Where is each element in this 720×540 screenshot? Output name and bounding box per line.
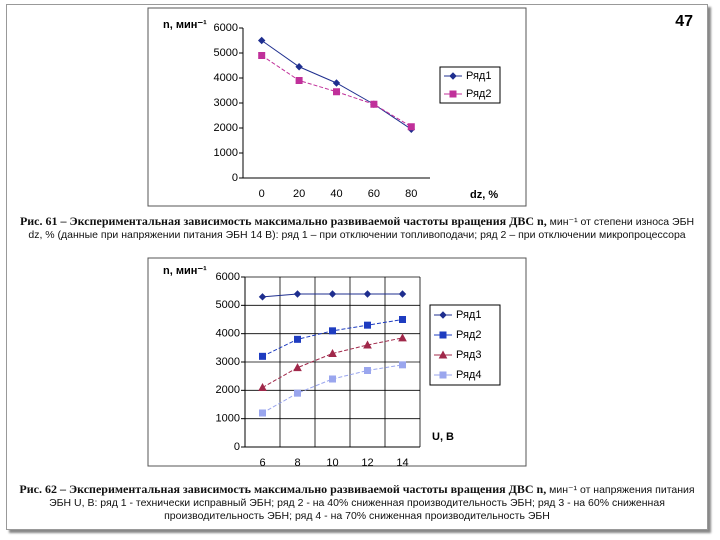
data-point: [295, 77, 303, 84]
x-tick-label: 20: [293, 188, 305, 200]
legend-label: Ряд3: [456, 349, 481, 361]
data-point: [257, 36, 266, 45]
data-point: [398, 333, 407, 342]
data-point: [364, 367, 371, 374]
data-point: [258, 52, 266, 59]
y-tick-label: 3000: [216, 356, 240, 368]
data-point: [370, 100, 378, 108]
caption-text: мин⁻¹ от напряжения питания ЭБН U, В: ря…: [49, 484, 695, 522]
caption: Рис. 62 – Экспериментальная зависимость …: [17, 483, 697, 523]
x-tick-label: 8: [294, 457, 300, 469]
legend-marker: [449, 90, 457, 98]
data-point: [399, 316, 406, 323]
y-tick-label: 1000: [214, 147, 238, 159]
data-point: [333, 88, 340, 96]
legend-label: Ряд2: [456, 329, 481, 341]
series-line: [262, 337, 403, 388]
y-tick-label: 6000: [216, 271, 240, 283]
y-tick-label: 1000: [216, 413, 240, 425]
legend-label: Ряд1: [456, 309, 481, 321]
y-tick-label: 2000: [216, 384, 240, 396]
x-tick-label: 0: [259, 188, 265, 200]
legend-marker: [438, 350, 448, 359]
data-point: [294, 335, 301, 343]
caption-label: Рис. 62 – Экспериментальная зависимость …: [19, 482, 547, 496]
data-point: [258, 382, 267, 391]
data-point: [259, 352, 266, 360]
data-point: [294, 389, 301, 397]
data-point: [295, 63, 303, 71]
caption-text: мин⁻¹ от степени износа ЭБН dz, % (данны…: [28, 216, 695, 241]
legend-marker: [439, 311, 447, 319]
y-tick-label: 5000: [216, 299, 240, 311]
data-point: [259, 409, 266, 417]
page-number: 47: [675, 13, 693, 30]
y-tick-label: 0: [234, 441, 240, 453]
y-tick-label: 3000: [214, 97, 238, 109]
legend-label: Ряд2: [466, 88, 491, 100]
data-point: [332, 79, 341, 87]
x-axis-label: dz, %: [470, 189, 498, 201]
data-point: [328, 290, 337, 298]
x-tick-label: 12: [361, 457, 373, 469]
legend-label: Ряд1: [466, 70, 491, 82]
y-tick-label: 0: [232, 172, 238, 184]
x-tick-label: 6: [259, 457, 265, 469]
series-line: [262, 364, 403, 414]
data-point: [399, 361, 406, 369]
x-tick-label: 80: [405, 188, 417, 200]
y-tick-label: 4000: [216, 328, 240, 340]
y-tick-label: 4000: [214, 72, 238, 84]
data-point: [258, 293, 267, 301]
y-axis-label: n, мин⁻¹: [163, 265, 207, 277]
data-point: [364, 321, 371, 329]
x-tick-label: 10: [326, 457, 338, 469]
chart-frame: [147, 7, 527, 207]
caption: Рис. 61 – Экспериментальная зависимость …: [17, 215, 697, 242]
x-axis-label: U, В: [432, 431, 454, 443]
legend-marker: [439, 371, 447, 379]
y-tick-label: 6000: [214, 22, 238, 34]
data-point: [407, 123, 415, 131]
legend-label: Ряд4: [456, 369, 481, 381]
caption-label: Рис. 61 – Экспериментальная зависимость …: [19, 214, 547, 228]
data-point: [293, 290, 302, 298]
data-point: [363, 340, 372, 349]
data-point: [293, 363, 302, 372]
data-point: [363, 290, 372, 298]
data-point: [329, 375, 336, 383]
y-tick-label: 2000: [214, 122, 238, 134]
x-tick-label: 60: [368, 188, 380, 200]
x-tick-label: 40: [330, 188, 342, 200]
y-tick-label: 5000: [214, 47, 238, 59]
data-point: [328, 348, 337, 357]
y-axis-label: n, мин⁻¹: [163, 19, 207, 31]
data-point: [398, 290, 407, 298]
legend-marker: [449, 72, 457, 80]
data-point: [329, 327, 336, 335]
legend-marker: [439, 331, 447, 339]
x-tick-label: 14: [396, 457, 408, 469]
